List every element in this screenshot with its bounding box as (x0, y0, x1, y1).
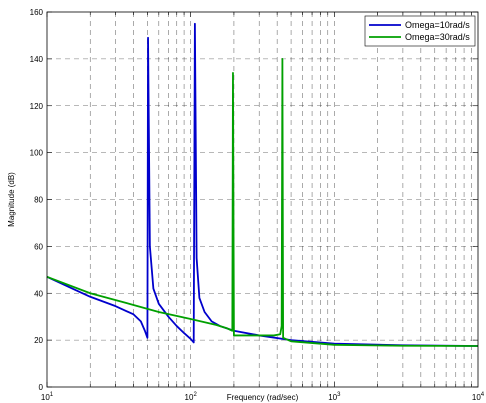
legend: Omega=10rad/s Omega=30rad/s (364, 15, 476, 47)
y-tick-label: 20 (34, 336, 43, 345)
y-axis-label: Magnitude (dB) (7, 172, 16, 227)
legend-entry: Omega=10rad/s (405, 20, 470, 30)
series-layer (46, 22, 479, 347)
ticks (46, 11, 478, 388)
x-tick-label: 103 (328, 392, 341, 402)
y-tick-label: 40 (34, 289, 43, 298)
y-tick-label: 100 (30, 149, 44, 158)
series-line-1 (46, 22, 479, 347)
y-tick-label: 0 (39, 383, 44, 392)
legend-entry: Omega=30rad/s (405, 32, 470, 42)
x-tick-label: 102 (185, 392, 198, 402)
plot-area (47, 12, 478, 387)
x-axis-label: Frequency (rad/sec) (227, 393, 299, 402)
x-tick-label: 101 (41, 392, 54, 402)
y-tick-label: 60 (34, 242, 43, 251)
y-tick-label: 120 (30, 102, 44, 111)
axis-labels: 0 20 40 60 80 100 120 140 160 101 102 103 104 Frequen… (7, 8, 485, 402)
x-tick-label: 104 (472, 392, 485, 402)
y-tick-label: 140 (30, 55, 44, 64)
y-tick-label: 80 (34, 196, 43, 205)
y-tick-label: 160 (30, 8, 44, 17)
legend-box (364, 15, 476, 47)
series-line-2 (46, 57, 479, 347)
